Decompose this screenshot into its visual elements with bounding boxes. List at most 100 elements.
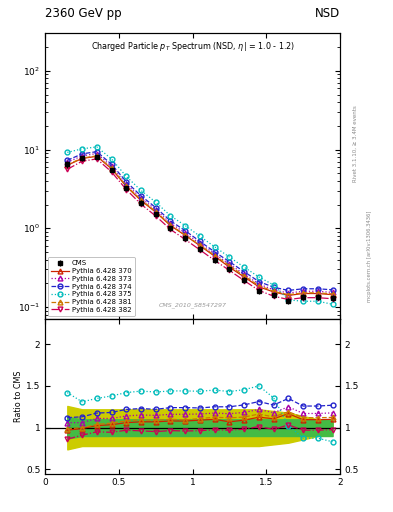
Pythia 6.428 374: [80, 151, 84, 157]
Line: Pythia 6.428 370: Pythia 6.428 370: [65, 154, 335, 298]
Pythia 6.428 373: [212, 251, 217, 257]
Pythia 6.428 382: [94, 156, 99, 162]
Line: Pythia 6.428 375: Pythia 6.428 375: [65, 144, 335, 307]
Pythia 6.428 374: [139, 193, 143, 199]
Pythia 6.428 373: [257, 281, 261, 287]
Line: Pythia 6.428 374: Pythia 6.428 374: [65, 149, 335, 293]
Pythia 6.428 381: [183, 232, 187, 238]
Pythia 6.428 375: [212, 244, 217, 250]
Pythia 6.428 370: [168, 223, 173, 229]
Pythia 6.428 381: [153, 208, 158, 215]
Pythia 6.428 374: [286, 287, 291, 293]
Pythia 6.428 370: [227, 264, 232, 270]
Pythia 6.428 370: [286, 292, 291, 298]
Pythia 6.428 375: [316, 298, 320, 304]
Pythia 6.428 382: [109, 169, 114, 175]
Pythia 6.428 375: [227, 254, 232, 260]
Pythia 6.428 381: [212, 252, 217, 259]
Pythia 6.428 374: [168, 218, 173, 224]
Pythia 6.428 375: [257, 274, 261, 280]
Pythia 6.428 382: [301, 294, 305, 301]
Pythia 6.428 381: [80, 155, 84, 161]
Pythia 6.428 370: [153, 209, 158, 215]
Line: Pythia 6.428 381: Pythia 6.428 381: [65, 154, 335, 297]
Pythia 6.428 381: [124, 183, 129, 189]
Pythia 6.428 382: [139, 201, 143, 207]
Pythia 6.428 375: [330, 301, 335, 307]
Pythia 6.428 382: [183, 237, 187, 243]
Pythia 6.428 374: [330, 287, 335, 293]
Pythia 6.428 381: [109, 165, 114, 171]
Pythia 6.428 382: [286, 296, 291, 303]
Pythia 6.428 370: [94, 153, 99, 159]
Pythia 6.428 382: [330, 295, 335, 302]
Pythia 6.428 381: [65, 162, 70, 168]
Pythia 6.428 373: [198, 241, 202, 247]
Pythia 6.428 370: [198, 243, 202, 249]
Pythia 6.428 375: [168, 212, 173, 219]
Pythia 6.428 374: [109, 161, 114, 167]
Pythia 6.428 373: [227, 261, 232, 267]
Pythia 6.428 374: [271, 284, 276, 290]
Pythia 6.428 373: [94, 151, 99, 157]
Text: 2360 GeV pp: 2360 GeV pp: [45, 8, 122, 20]
Text: CMS_2010_S8547297: CMS_2010_S8547297: [158, 302, 227, 308]
Pythia 6.428 374: [301, 286, 305, 292]
Pythia 6.428 382: [65, 166, 70, 173]
Pythia 6.428 373: [242, 271, 246, 278]
Text: Charged Particle $p_T$ Spectrum (NSD, $\eta$| = 1.0 - 1.2): Charged Particle $p_T$ Spectrum (NSD, $\…: [91, 40, 294, 53]
Pythia 6.428 381: [330, 291, 335, 297]
Legend: CMS, Pythia 6.428 370, Pythia 6.428 373, Pythia 6.428 374, Pythia 6.428 375, Pyt: CMS, Pythia 6.428 370, Pythia 6.428 373,…: [48, 257, 135, 316]
Pythia 6.428 382: [124, 186, 129, 193]
Pythia 6.428 375: [153, 199, 158, 205]
Pythia 6.428 370: [257, 284, 261, 290]
Text: NSD: NSD: [315, 8, 340, 20]
Pythia 6.428 370: [242, 274, 246, 280]
Pythia 6.428 382: [227, 267, 232, 273]
Pythia 6.428 370: [330, 292, 335, 298]
Pythia 6.428 373: [109, 163, 114, 169]
Pythia 6.428 382: [168, 226, 173, 232]
Pythia 6.428 375: [183, 223, 187, 229]
Pythia 6.428 374: [94, 148, 99, 155]
Pythia 6.428 370: [271, 289, 276, 295]
Pythia 6.428 382: [198, 247, 202, 253]
Pythia 6.428 382: [153, 213, 158, 219]
Pythia 6.428 375: [242, 264, 246, 270]
Pythia 6.428 375: [124, 174, 129, 180]
Pythia 6.428 374: [316, 286, 320, 292]
Pythia 6.428 382: [212, 258, 217, 264]
Pythia 6.428 381: [94, 153, 99, 159]
Pythia 6.428 373: [271, 287, 276, 293]
Pythia 6.428 381: [168, 222, 173, 228]
Pythia 6.428 374: [257, 279, 261, 285]
Pythia 6.428 373: [153, 207, 158, 213]
Pythia 6.428 381: [316, 290, 320, 296]
Pythia 6.428 370: [212, 253, 217, 260]
Pythia 6.428 375: [65, 150, 70, 156]
Pythia 6.428 374: [65, 157, 70, 163]
Pythia 6.428 375: [80, 146, 84, 152]
Pythia 6.428 381: [227, 263, 232, 269]
Line: Pythia 6.428 373: Pythia 6.428 373: [65, 151, 335, 295]
Pythia 6.428 375: [139, 187, 143, 194]
Pythia 6.428 373: [330, 289, 335, 295]
Pythia 6.428 370: [80, 155, 84, 161]
Pythia 6.428 374: [183, 228, 187, 234]
Y-axis label: Ratio to CMS: Ratio to CMS: [14, 371, 23, 422]
Text: mcplots.cern.ch [arXiv:1306.3436]: mcplots.cern.ch [arXiv:1306.3436]: [367, 210, 372, 302]
Pythia 6.428 374: [227, 259, 232, 265]
Pythia 6.428 375: [198, 233, 202, 239]
Pythia 6.428 374: [124, 179, 129, 185]
Pythia 6.428 373: [168, 220, 173, 226]
Pythia 6.428 370: [301, 290, 305, 296]
Pythia 6.428 375: [109, 156, 114, 162]
Pythia 6.428 370: [316, 290, 320, 296]
Pythia 6.428 373: [80, 153, 84, 159]
Pythia 6.428 382: [257, 287, 261, 293]
Pythia 6.428 373: [183, 230, 187, 236]
Text: Rivet 3.1.10, ≥ 3.4M events: Rivet 3.1.10, ≥ 3.4M events: [353, 105, 358, 182]
Pythia 6.428 370: [124, 183, 129, 189]
Pythia 6.428 382: [271, 293, 276, 299]
Pythia 6.428 374: [242, 269, 246, 275]
